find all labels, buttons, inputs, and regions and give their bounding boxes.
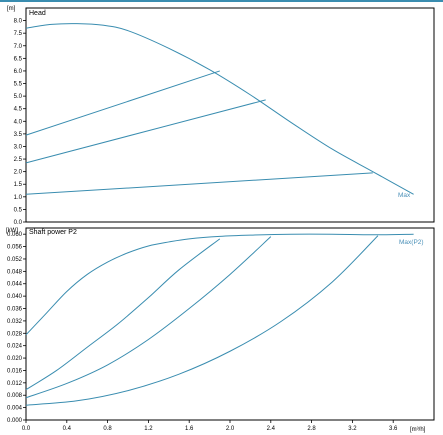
power-curve-4 bbox=[25, 235, 379, 406]
head-y-tick-label: 6.5 bbox=[14, 56, 23, 62]
power-x-tick-label: 2.8 bbox=[307, 426, 316, 432]
power-y-tick-label: 0.000 bbox=[7, 418, 23, 424]
power-y-tick-label: 0.016 bbox=[7, 368, 23, 374]
head-y-axis: 0.0 0.5 1.0 1.5 2.0 2.5 3.0 3.5 4.0 4.5 5.0 5.5 6.0 6… bbox=[14, 19, 26, 226]
power-y-tick-label: 0.060 bbox=[7, 232, 23, 238]
head-y-tick-label: 4.0 bbox=[14, 119, 23, 125]
power-plot-frame bbox=[25, 227, 435, 421]
head-y-tick-label: 1.5 bbox=[14, 182, 23, 188]
head-y-unit: [m] bbox=[7, 6, 16, 12]
power-y-axis: 0.000 0.004 0.008 0.012 0.016 0.020 0.024 0.028… bbox=[7, 232, 26, 424]
power-curves bbox=[25, 233, 414, 406]
top-accent-bar bbox=[0, 0, 443, 2]
power-x-tick-label: 2.4 bbox=[267, 426, 276, 432]
head-curve-2 bbox=[25, 70, 220, 136]
power-y-tick-label: 0.048 bbox=[7, 269, 23, 275]
head-y-tick-label: 2.5 bbox=[14, 157, 23, 163]
head-y-tick-label: 0.5 bbox=[14, 207, 23, 213]
head-plot-frame bbox=[25, 7, 435, 223]
power-curve-2 bbox=[25, 238, 221, 391]
power-x-tick-label: 0.0 bbox=[22, 426, 31, 432]
power-x-unit: [m³/h] bbox=[410, 427, 426, 433]
power-x-tick-label: 1.2 bbox=[144, 426, 153, 432]
head-curve-3 bbox=[25, 99, 266, 164]
power-y-tick-label: 0.056 bbox=[7, 245, 23, 251]
head-y-tick-label: 6.0 bbox=[14, 69, 23, 75]
power-y-tick-label: 0.036 bbox=[7, 307, 23, 313]
power-x-tick-label: 3.6 bbox=[389, 426, 398, 432]
power-panel: [kW] Shaft power P2 0.000 0.004 0.008 0.012… bbox=[6, 227, 435, 433]
power-y-tick-label: 0.004 bbox=[7, 406, 23, 412]
power-y-tick-label: 0.012 bbox=[7, 381, 23, 387]
power-y-tick-label: 0.024 bbox=[7, 344, 23, 350]
power-x-tick-label: 0.4 bbox=[63, 426, 72, 432]
head-y-tick-label: 3.5 bbox=[14, 132, 23, 138]
head-panel: [m] Head 0.0 0.5 1.0 1.5 2.0 2.5 3.0 3.5 4.0 4.5 5… bbox=[7, 6, 435, 226]
head-y-tick-label: 4.5 bbox=[14, 107, 23, 113]
head-y-tick-label: 7.5 bbox=[14, 31, 23, 37]
power-x-axis: 0.0 0.4 0.8 1.2 1.6 2.0 2.4 2.8 3.2 3.6 bbox=[22, 420, 398, 432]
power-x-tick-label: 1.6 bbox=[185, 426, 194, 432]
head-y-tick-label: 3.0 bbox=[14, 144, 23, 150]
head-curves bbox=[25, 23, 414, 195]
power-y-tick-label: 0.044 bbox=[7, 282, 23, 288]
power-y-tick-label: 0.008 bbox=[7, 393, 23, 399]
power-curve-3 bbox=[25, 236, 272, 399]
head-y-tick-label: 7.0 bbox=[14, 44, 23, 50]
power-x-tick-label: 2.0 bbox=[226, 426, 235, 432]
head-y-tick-label: 5.5 bbox=[14, 82, 23, 88]
power-y-tick-label: 0.052 bbox=[7, 257, 23, 263]
head-y-tick-label: 5.0 bbox=[14, 94, 23, 100]
power-curve-1 bbox=[25, 233, 414, 336]
head-curve-label-max: Max bbox=[398, 192, 411, 199]
power-x-tick-label: 3.2 bbox=[348, 426, 357, 432]
head-y-tick-label: 8.0 bbox=[14, 19, 23, 25]
power-curve-label-max: Max(P2) bbox=[399, 239, 424, 246]
power-y-tick-label: 0.028 bbox=[7, 331, 23, 337]
power-y-unit: [kW] bbox=[6, 228, 18, 234]
head-panel-title: Head bbox=[29, 10, 46, 17]
head-curve-1 bbox=[25, 23, 414, 195]
head-y-tick-label: 1.0 bbox=[14, 195, 23, 201]
power-y-tick-label: 0.040 bbox=[7, 294, 23, 300]
head-y-tick-label: 0.0 bbox=[14, 220, 23, 226]
head-curve-4 bbox=[25, 172, 373, 195]
power-y-tick-label: 0.032 bbox=[7, 319, 23, 325]
head-y-tick-label: 2.0 bbox=[14, 170, 23, 176]
power-panel-title: Shaft power P2 bbox=[29, 229, 77, 236]
power-x-tick-label: 0.8 bbox=[103, 426, 112, 432]
power-y-tick-label: 0.020 bbox=[7, 356, 23, 362]
